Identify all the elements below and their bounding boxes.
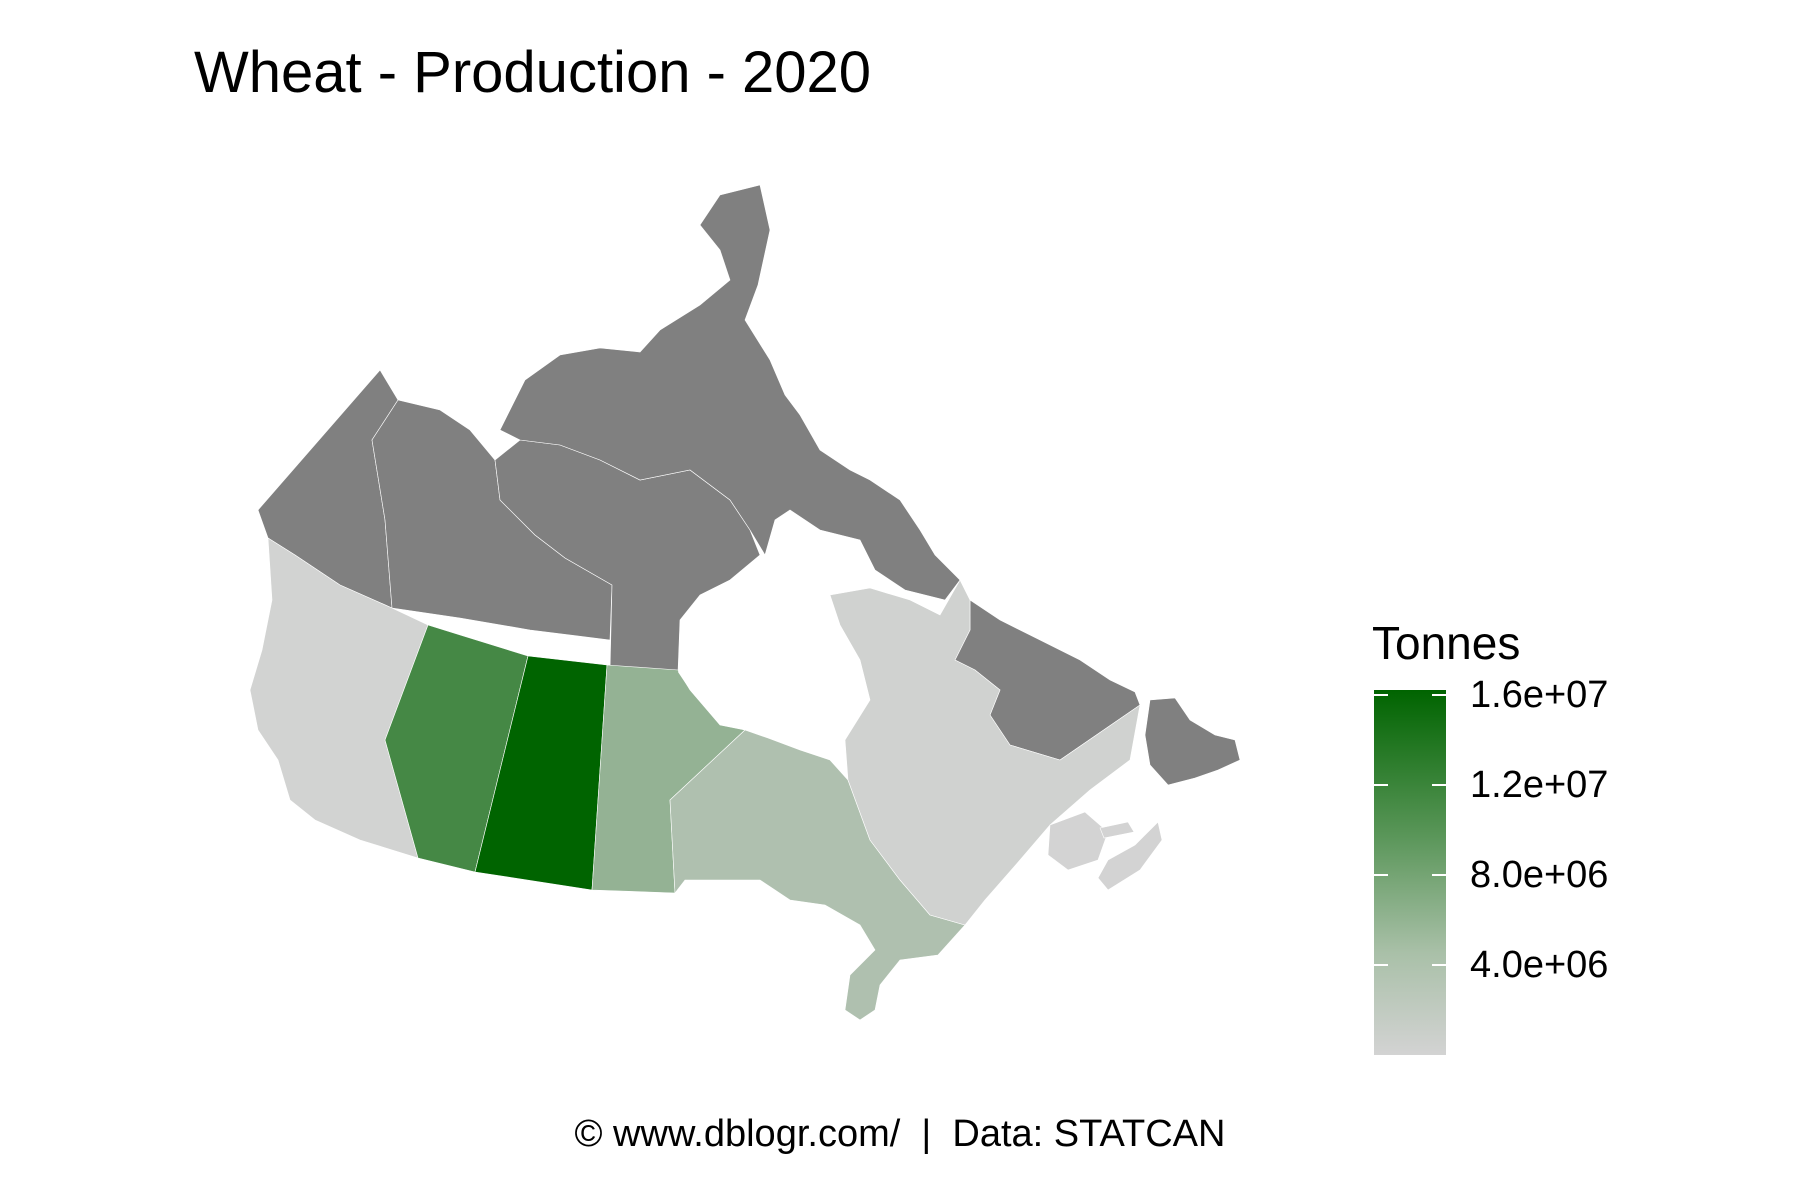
legend-title: Tonnes [1372,617,1521,669]
region-alberta [384,624,529,873]
legend-tick-mark [1374,783,1388,786]
legend-colorbar [1374,690,1446,1055]
legend-tick-label: 4.0e+06 [1470,943,1609,986]
legend-tick-mark [1374,693,1388,696]
region-british-columbia [249,537,429,859]
hudson-bay [678,590,870,760]
region-quebec [829,579,1141,926]
region-prince-edward-island [1099,821,1135,839]
chart-title: Wheat - Production - 2020 [194,40,872,105]
legend-tick-mark [1374,963,1388,966]
legend-tick-mark [1432,963,1446,966]
legend-tick-label: 8.0e+06 [1470,853,1609,896]
region-nova-scotia [1097,821,1163,891]
caption: © www.dblogr.com/ | Data: STATCAN [574,1113,1226,1155]
legend-tick-mark [1432,693,1446,696]
legend-tick-label: 1.6e+07 [1470,673,1609,716]
legend-tick-mark [1432,873,1446,876]
region-new-brunswick [1047,811,1109,871]
region-nunavut-islands [499,184,961,601]
legend-tick-mark [1374,873,1388,876]
legend-tick-mark [1432,783,1446,786]
legend-tick-label: 1.2e+07 [1470,763,1609,806]
